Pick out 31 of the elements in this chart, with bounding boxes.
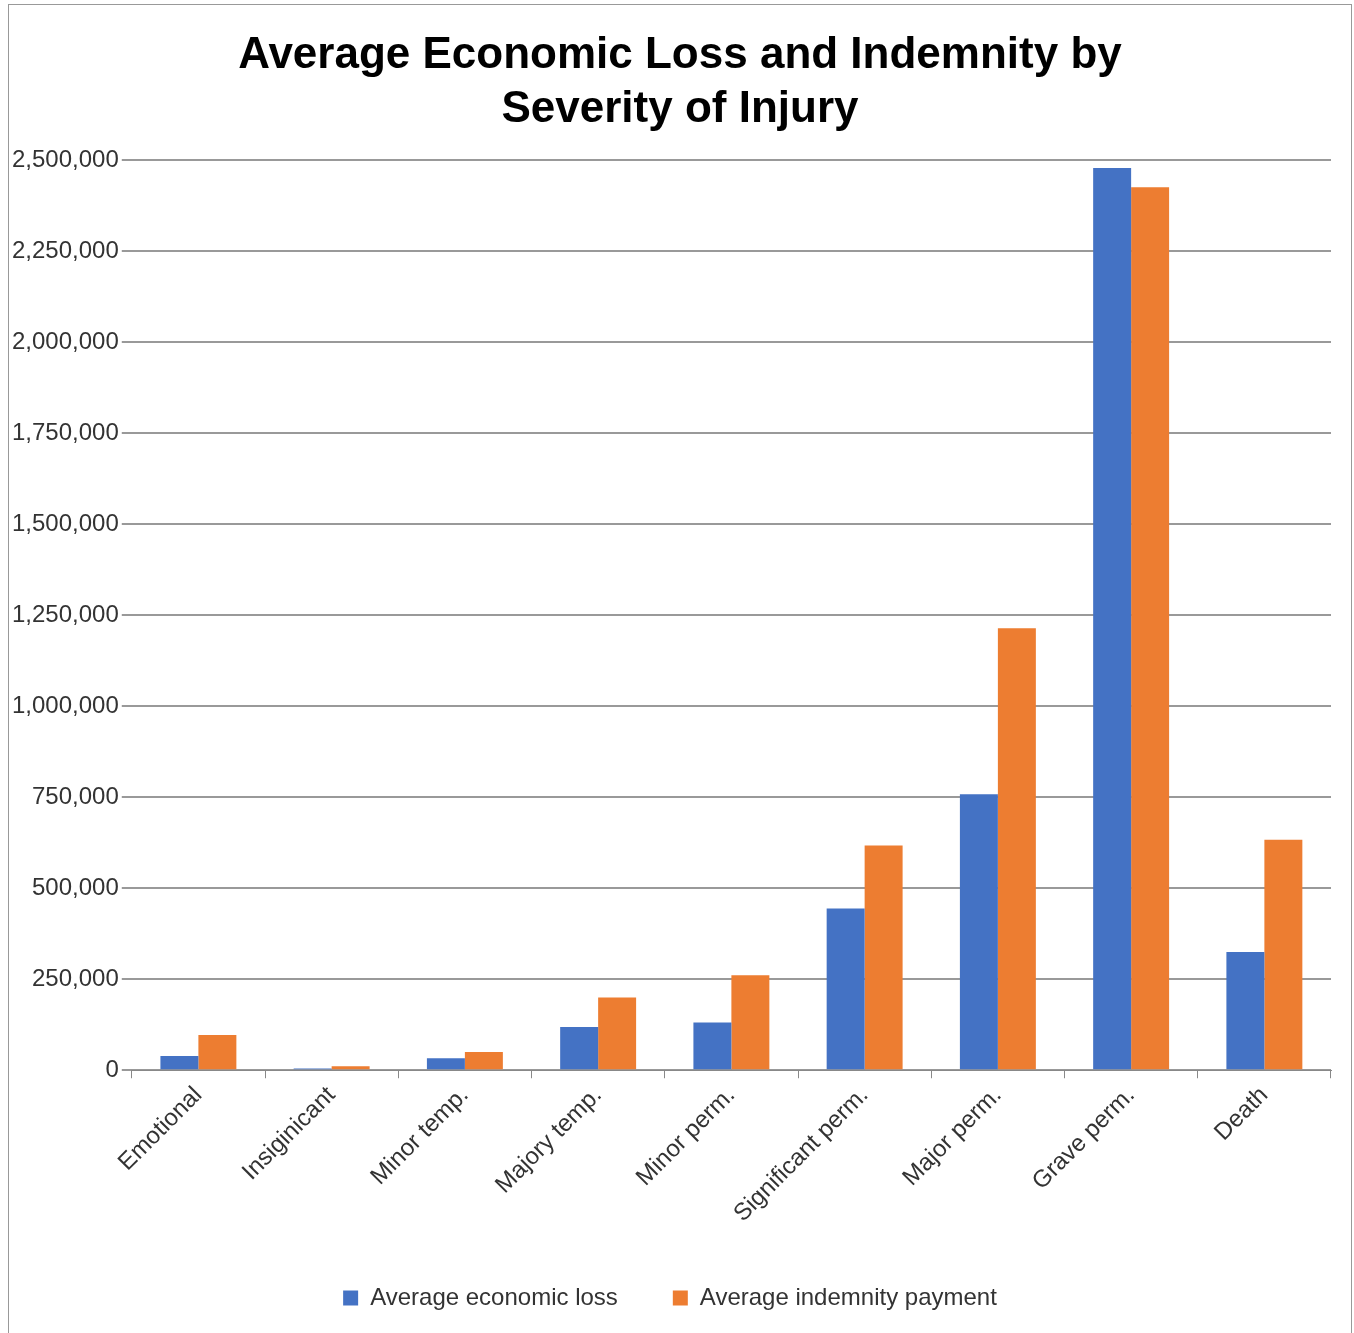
y-tick-label: 250,000 (32, 963, 119, 991)
bar (1131, 187, 1170, 1070)
bar (331, 1066, 370, 1070)
bar (693, 1022, 732, 1070)
bar (731, 975, 770, 1070)
y-tick-label: 750,000 (32, 781, 119, 809)
bar (864, 845, 903, 1070)
bar (997, 628, 1036, 1070)
bar (560, 1026, 599, 1070)
bar (1226, 951, 1265, 1070)
bar (826, 908, 865, 1070)
y-tick-label: 500,000 (32, 872, 119, 900)
y-tick-label: 1,500,000 (11, 508, 119, 536)
bar (1264, 839, 1303, 1070)
bar (598, 997, 637, 1070)
y-tick-label: 2,500,000 (11, 144, 119, 172)
legend-label: Average indemnity payment (699, 1282, 998, 1310)
y-tick-label: 1,750,000 (11, 417, 119, 445)
y-tick-label: 1,250,000 (11, 599, 119, 627)
y-tick-label: 1,000,000 (11, 690, 119, 718)
legend-label: Average economic loss (370, 1282, 618, 1310)
bar (464, 1052, 503, 1070)
y-tick-label: 2,000,000 (11, 326, 119, 354)
bar (1093, 168, 1132, 1070)
bar (426, 1058, 465, 1070)
bar (198, 1034, 237, 1070)
bar (959, 794, 998, 1070)
y-tick-label: 0 (105, 1054, 119, 1082)
chart-title: Average Economic Loss and Indemnity by Severity of Injury (237, 27, 1123, 133)
y-tick-label: 2,250,000 (11, 235, 119, 263)
bar (160, 1056, 199, 1070)
